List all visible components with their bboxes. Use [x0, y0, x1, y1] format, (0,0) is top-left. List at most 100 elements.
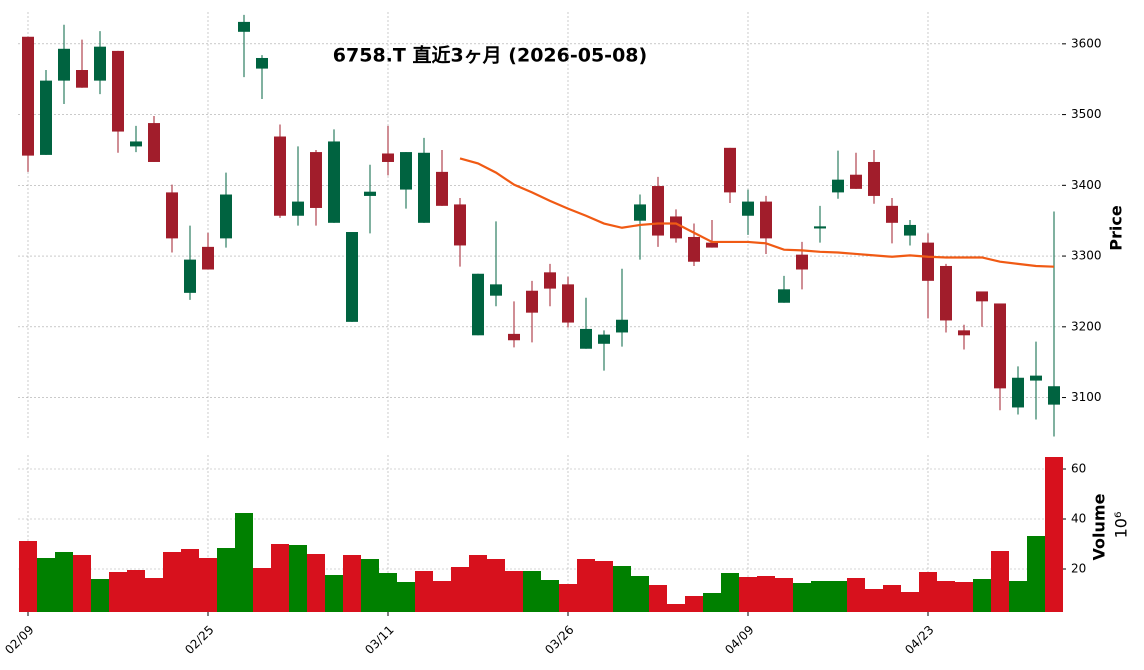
candle-body: [724, 147, 736, 193]
x-tick-label: 02/09: [2, 623, 36, 657]
volume-bar: [685, 596, 703, 612]
candle-body: [76, 70, 88, 88]
candle-body: [148, 123, 160, 162]
y-tick-label: 3100: [1071, 390, 1102, 404]
y-tick-label: 40: [1071, 512, 1086, 526]
volume-bar: [379, 573, 397, 612]
candle-body: [166, 192, 178, 239]
candle-body: [742, 201, 754, 216]
volume-bar: [109, 572, 127, 612]
candle-body: [652, 186, 664, 236]
volume-bar: [1027, 536, 1045, 612]
volume-bar: [649, 585, 667, 612]
volume-bar: [739, 577, 757, 612]
y-tick-label: 3400: [1071, 178, 1102, 192]
candle-body: [310, 152, 322, 208]
x-tick-label: 03/26: [542, 623, 576, 657]
y-tick-label: 3600: [1071, 36, 1102, 50]
volume-bar: [883, 585, 901, 612]
candle-body: [922, 242, 934, 281]
candle-body: [958, 330, 970, 336]
candle-body: [400, 152, 412, 190]
candle-body: [490, 284, 502, 296]
volume-bar: [631, 576, 649, 612]
candle-body: [436, 171, 448, 206]
candle-body: [220, 194, 232, 239]
candle-body: [328, 141, 340, 223]
candle-body: [832, 179, 844, 193]
y-tick-label: 3200: [1071, 319, 1102, 333]
x-tick-label: 04/23: [902, 623, 936, 657]
candle-body: [1030, 375, 1042, 381]
candle-body: [94, 46, 106, 81]
candle-body: [346, 232, 358, 322]
candle-body: [904, 224, 916, 236]
candle-body: [994, 303, 1006, 389]
candle-body: [580, 328, 592, 349]
volume-bar: [145, 578, 163, 612]
volume-bar: [937, 581, 955, 612]
candle-body: [940, 265, 952, 321]
volume-bar: [703, 593, 721, 612]
candle-body: [292, 201, 304, 216]
candle-body: [256, 57, 268, 69]
y-tick-label: 3500: [1071, 107, 1102, 121]
candle-body: [670, 216, 682, 239]
x-tick-label: 03/11: [362, 623, 396, 657]
candle-body: [544, 272, 556, 289]
candle-body: [58, 48, 70, 81]
candle-body: [778, 289, 790, 303]
candle-body: [886, 205, 898, 223]
volume-bar: [343, 555, 361, 612]
candle-body: [1048, 386, 1060, 405]
volume-bar: [757, 576, 775, 612]
volume-bar: [217, 548, 235, 612]
volume-bar: [1045, 457, 1063, 612]
volume-bar: [667, 604, 685, 612]
volume-bar: [199, 558, 217, 612]
volume-bar: [901, 592, 919, 612]
volume-bar: [721, 573, 739, 612]
candle-body: [760, 201, 772, 239]
volume-bar: [793, 583, 811, 612]
volume-bar: [559, 584, 577, 612]
volume-bar: [73, 555, 91, 612]
volume-bar: [397, 582, 415, 612]
volume-bar: [91, 579, 109, 612]
candle-body: [598, 334, 610, 344]
volume-bar: [613, 566, 631, 612]
volume-bar: [955, 582, 973, 612]
candle-body: [976, 291, 988, 302]
volume-bar: [991, 551, 1009, 612]
volume-bar: [469, 555, 487, 612]
volume-bar: [505, 571, 523, 612]
volume-bar: [55, 552, 73, 612]
candle-body: [184, 259, 196, 293]
y-tick-label: 20: [1071, 562, 1086, 576]
candle-body: [706, 242, 718, 248]
volume-bar: [523, 571, 541, 612]
candle-body: [238, 21, 250, 32]
y-tick-label: 3300: [1071, 249, 1102, 263]
volume-bar: [577, 559, 595, 612]
candle-body: [130, 141, 142, 147]
volume-bar: [487, 559, 505, 612]
candle-body: [22, 36, 34, 156]
candle-body: [112, 50, 124, 132]
volume-bar: [919, 572, 937, 612]
candle-body: [202, 246, 214, 270]
moving-average-line: [459, 157, 1055, 268]
candle-body: [1012, 377, 1024, 408]
y-axis-label: Price: [1107, 205, 1126, 251]
candle-body: [526, 290, 538, 313]
volume-bar: [307, 554, 325, 612]
volume-bar: [325, 575, 343, 612]
volume-bar: [235, 513, 253, 612]
candle-body: [850, 174, 862, 189]
candle-body: [868, 161, 880, 196]
volume-bar: [1009, 581, 1027, 612]
volume-bar: [181, 549, 199, 612]
candle-body: [634, 204, 646, 221]
y-tick-label: 60: [1071, 462, 1086, 476]
candle-body: [562, 284, 574, 323]
